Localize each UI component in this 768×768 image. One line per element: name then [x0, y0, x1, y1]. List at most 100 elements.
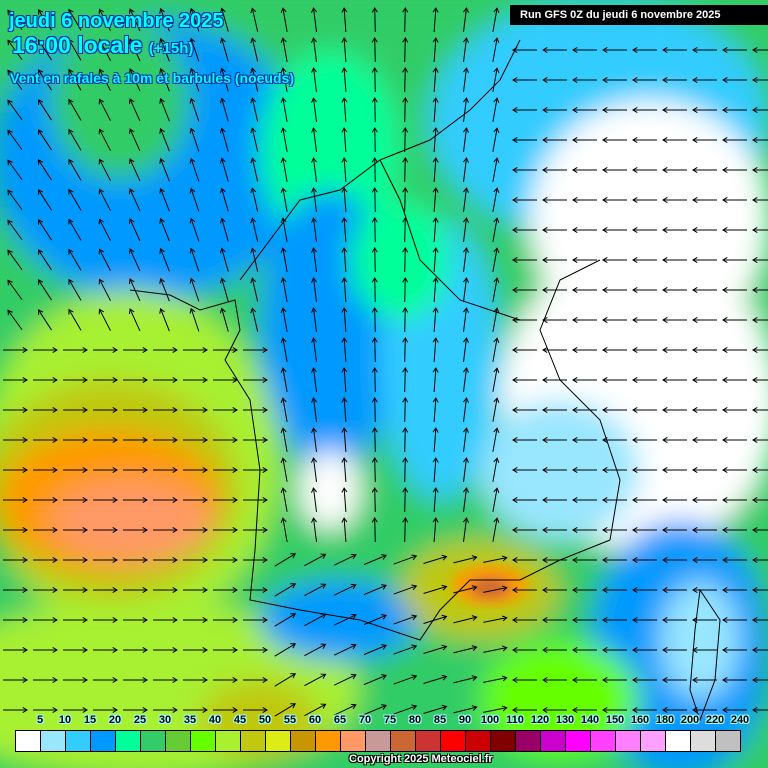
wind-arrow — [423, 704, 448, 714]
wind-arrow — [423, 554, 448, 564]
legend-swatch — [16, 731, 41, 751]
wind-arrow — [463, 337, 469, 362]
wind-arrow — [311, 7, 317, 32]
wind-arrow — [602, 466, 627, 474]
wind-arrow — [7, 69, 23, 91]
wind-arrow — [341, 487, 348, 513]
wind-arrow — [123, 646, 148, 654]
wind-arrow — [371, 187, 378, 213]
wind-arrow — [280, 337, 288, 362]
wind-arrow — [662, 706, 687, 714]
wind-arrow — [752, 376, 768, 384]
legend-label: 180 — [655, 714, 675, 726]
wind-arrow — [63, 646, 88, 654]
wind-arrow — [463, 397, 469, 422]
wind-arrow — [311, 277, 317, 302]
wind-arrow — [662, 346, 687, 354]
wind-arrow — [722, 226, 747, 234]
wind-arrow — [274, 643, 297, 657]
wind-arrow — [128, 308, 141, 332]
wind-arrow — [33, 616, 58, 624]
wind-arrow — [33, 586, 58, 594]
wind-arrow — [492, 127, 500, 152]
wind-arrow — [371, 367, 378, 393]
wind-arrow — [632, 46, 657, 54]
wind-arrow — [483, 645, 508, 653]
wind-arrow — [243, 556, 268, 564]
wind-arrow — [692, 376, 717, 384]
wind-arrow — [311, 427, 317, 452]
legend-swatch — [641, 731, 666, 751]
wind-arrow — [68, 218, 82, 241]
wind-arrow — [602, 436, 627, 444]
wind-arrow — [463, 127, 469, 152]
wind-arrow — [572, 106, 597, 114]
wind-arrow — [250, 277, 259, 302]
wind-arrow — [183, 376, 208, 384]
wind-arrow — [692, 286, 717, 294]
wind-arrow — [602, 196, 627, 204]
wind-arrow — [123, 526, 148, 534]
wind-arrow — [402, 127, 409, 153]
legend-swatch — [266, 731, 291, 751]
wind-arrow — [189, 247, 200, 272]
wind-arrow — [153, 526, 178, 534]
wind-arrow — [68, 278, 82, 301]
wind-arrow — [722, 346, 747, 354]
wind-arrow — [7, 129, 23, 151]
legend-label: 160 — [630, 714, 650, 726]
wind-arrow — [632, 496, 657, 504]
wind-arrow — [341, 37, 348, 63]
wind-arrow — [333, 583, 357, 596]
wind-arrow — [311, 187, 317, 212]
wind-arrow — [213, 706, 238, 714]
wind-arrow — [492, 67, 500, 92]
wind-arrow — [153, 616, 178, 624]
wind-arrow — [128, 188, 141, 212]
wind-arrow — [662, 286, 687, 294]
wind-arrow — [572, 586, 597, 594]
wind-arrow — [662, 316, 687, 324]
wind-arrow — [153, 706, 178, 714]
wind-arrow — [123, 436, 148, 444]
wind-arrow — [722, 676, 747, 684]
wind-arrow — [98, 68, 111, 91]
forecast-offset: (+15h) — [148, 40, 194, 57]
wind-arrow — [512, 76, 537, 84]
wind-arrow — [3, 346, 28, 354]
wind-arrow — [752, 556, 768, 564]
parameter-label: Vent en rafales à 10m et barbules (noeud… — [10, 70, 294, 86]
wind-arrow — [304, 643, 327, 657]
wind-arrow — [371, 97, 378, 123]
wind-arrow — [304, 553, 327, 567]
wind-arrow — [662, 76, 687, 84]
wind-arrow — [572, 466, 597, 474]
legend-swatch — [41, 731, 66, 751]
wind-arrow — [183, 406, 208, 414]
wind-arrow — [159, 307, 170, 332]
wind-arrow — [63, 496, 88, 504]
legend-swatch — [166, 731, 191, 751]
wind-arrow — [243, 616, 268, 624]
wind-arrow — [183, 676, 208, 684]
wind-arrow — [128, 248, 141, 272]
wind-arrow — [453, 645, 478, 654]
wind-arrow — [463, 157, 469, 182]
wind-arrow — [512, 106, 537, 114]
wind-arrow — [280, 397, 288, 422]
wind-arrow — [159, 67, 170, 92]
wind-arrow — [512, 226, 537, 234]
wind-arrow — [542, 136, 567, 144]
wind-arrow — [189, 187, 200, 212]
wind-arrow — [219, 127, 229, 152]
wind-arrow — [492, 37, 500, 62]
wind-arrow — [68, 158, 82, 181]
wind-arrow — [402, 7, 409, 33]
wind-arrow — [662, 136, 687, 144]
wind-arrow — [572, 346, 597, 354]
wind-arrow — [492, 247, 500, 272]
wind-arrow — [692, 46, 717, 54]
wind-arrow — [311, 67, 317, 92]
wind-arrow — [572, 316, 597, 324]
